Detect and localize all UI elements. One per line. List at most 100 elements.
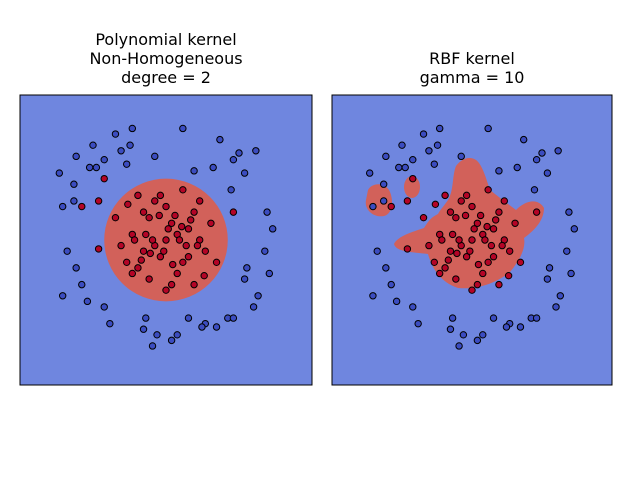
title-line: RBF kernel <box>429 49 515 68</box>
data-point <box>227 186 235 194</box>
data-point <box>193 241 202 250</box>
data-point <box>94 245 103 253</box>
data-point <box>441 264 449 272</box>
data-point <box>155 211 163 220</box>
data-point <box>519 135 528 144</box>
data-point <box>476 211 485 220</box>
data-point <box>468 286 476 294</box>
data-point <box>395 163 403 172</box>
data-point <box>433 141 442 149</box>
data-point <box>137 256 145 264</box>
data-point <box>455 236 463 244</box>
data-point <box>55 169 64 177</box>
data-point <box>146 249 154 258</box>
data-point <box>139 208 148 216</box>
data-point <box>169 260 177 269</box>
data-point <box>487 241 496 250</box>
data-point <box>173 331 181 339</box>
data-point <box>134 264 142 272</box>
data-point <box>489 314 498 322</box>
data-point <box>401 163 409 172</box>
data-point <box>178 222 186 231</box>
data-point <box>403 197 412 205</box>
data-point <box>552 303 560 311</box>
data-point <box>254 292 262 300</box>
data-point <box>457 197 465 205</box>
data-point <box>58 202 67 211</box>
data-point <box>379 197 388 205</box>
data-point <box>435 269 444 278</box>
data-point <box>171 211 179 220</box>
data-point <box>184 225 193 233</box>
data-point <box>379 180 388 188</box>
data-point <box>162 286 170 294</box>
data-point <box>209 163 217 172</box>
data-point <box>229 314 238 322</box>
data-point <box>92 163 101 172</box>
data-point <box>430 258 439 267</box>
data-point <box>85 163 94 172</box>
data-point <box>545 264 554 272</box>
data-point <box>122 258 131 267</box>
data-point <box>229 208 238 216</box>
data-point <box>122 160 131 168</box>
data-point <box>484 186 492 194</box>
data-point <box>455 342 463 350</box>
data-point <box>403 245 412 253</box>
data-point <box>502 323 511 331</box>
data-point <box>184 314 193 322</box>
data-point <box>543 169 552 177</box>
data-point <box>459 331 468 339</box>
data-point <box>130 236 139 244</box>
data-point <box>365 169 374 177</box>
data-point <box>491 216 500 224</box>
data-point <box>240 275 249 283</box>
data-point <box>167 219 176 227</box>
data-point <box>83 297 92 306</box>
data-point <box>70 197 78 205</box>
data-point <box>570 225 579 233</box>
data-point <box>200 271 208 280</box>
data-point <box>252 147 260 155</box>
data-point <box>481 236 489 244</box>
decision-region-blob <box>404 176 420 198</box>
data-point <box>495 280 503 289</box>
data-point <box>462 253 471 261</box>
data-point <box>505 247 514 255</box>
data-point <box>63 247 71 255</box>
data-point <box>70 180 78 188</box>
data-point <box>532 155 541 164</box>
data-point <box>425 147 433 155</box>
data-point <box>462 191 471 200</box>
data-point <box>151 152 159 161</box>
data-point <box>195 197 204 205</box>
data-point <box>128 124 137 133</box>
data-point <box>229 155 238 164</box>
data-point <box>448 314 457 322</box>
data-point <box>532 314 541 322</box>
data-point <box>153 331 161 339</box>
data-point <box>216 135 224 144</box>
data-point <box>175 236 184 244</box>
data-point <box>145 275 153 283</box>
data-point <box>435 124 444 133</box>
data-point <box>479 331 487 339</box>
decision-region-blob <box>365 184 392 217</box>
data-point <box>438 236 446 244</box>
data-point <box>148 236 157 244</box>
data-point <box>249 303 258 311</box>
data-point <box>473 280 482 289</box>
data-point <box>567 269 575 278</box>
axes-frame <box>331 94 613 386</box>
data-point <box>513 163 521 172</box>
data-point <box>516 258 525 267</box>
data-point <box>162 236 170 244</box>
data-point <box>382 152 390 161</box>
data-point <box>72 152 80 161</box>
data-point <box>117 241 125 250</box>
title-line: degree = 2 <box>121 68 211 87</box>
data-point <box>495 208 503 216</box>
data-point <box>470 225 478 233</box>
data-point <box>100 174 108 183</box>
title-rbf-kernel: RBF kernel gamma = 10 <box>332 49 612 87</box>
